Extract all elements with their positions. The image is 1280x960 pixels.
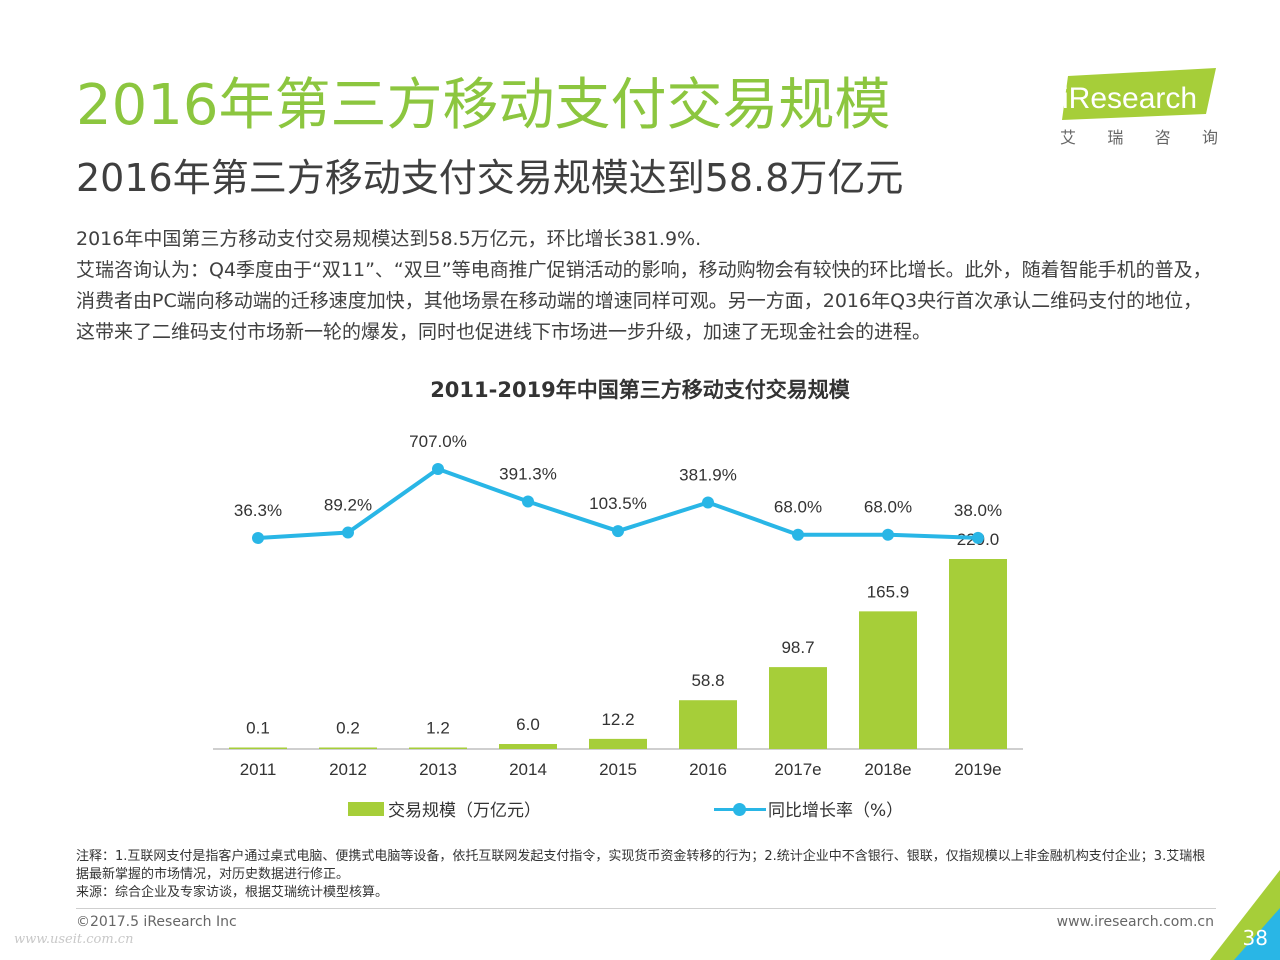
logo-text: iResearch <box>1062 82 1197 115</box>
bar-2013 <box>409 747 467 749</box>
growth-rate-point <box>522 495 534 508</box>
notes: 注释：1.互联网支付是指客户通过桌式电脑、便携式电脑等设备，依托互联网发起支付指… <box>76 848 1216 902</box>
growth-rate-label: 707.0% <box>409 432 467 451</box>
legend-bar: 交易规模（万亿元） <box>348 796 541 821</box>
logo-cn-char: 瑞 <box>1107 128 1124 147</box>
source-text: 来源：综合企业及专家访谈，根据艾瑞统计模型核算。 <box>76 885 389 900</box>
logo-cn-char: 询 <box>1201 128 1218 147</box>
x-tick-label: 2017e <box>774 760 821 779</box>
legend-line: 同比增长率（%） <box>714 796 903 821</box>
logo-cn-char: 艾 <box>1060 128 1077 147</box>
bar-2011 <box>229 747 287 749</box>
copyright: ©2017.5 iResearch Inc <box>76 914 237 930</box>
bar-2018e <box>859 611 917 749</box>
x-tick-label: 2011 <box>240 760 277 779</box>
bar-value-label: 12.2 <box>601 710 634 729</box>
legend-bar-label: 交易规模（万亿元） <box>388 801 541 821</box>
page-corner-decoration <box>1210 870 1280 960</box>
growth-rate-label: 103.5% <box>589 494 647 513</box>
growth-rate-point <box>252 532 264 544</box>
page-number: 38 <box>1242 926 1268 950</box>
bar-value-label: 0.2 <box>336 719 360 738</box>
x-tick-label: 2014 <box>509 760 547 779</box>
body-paragraph-2: 艾瑞咨询认为：Q4季度由于“双11”、“双旦”等电商推广促销活动的影响，移动购物… <box>76 259 1212 343</box>
bar-value-label: 1.2 <box>426 719 450 738</box>
growth-rate-label: 391.3% <box>499 464 557 483</box>
legend-line-label: 同比增长率（%） <box>768 801 904 821</box>
x-tick-label: 2015 <box>599 760 637 779</box>
bar-2015 <box>589 738 647 749</box>
bar-2012 <box>319 747 377 749</box>
legend-bar-swatch <box>348 801 384 816</box>
x-tick-label: 2012 <box>329 760 367 779</box>
bar-2014 <box>499 744 557 749</box>
legend-line-swatch <box>714 797 766 821</box>
growth-rate-point <box>432 463 444 475</box>
growth-rate-point <box>882 528 894 541</box>
bar-2017e <box>769 667 827 749</box>
growth-rate-point <box>702 496 714 509</box>
body-text: 2016年中国第三方移动支付交易规模达到58.5万亿元，环比增长381.9%. … <box>76 224 1216 348</box>
bar-value-label: 165.9 <box>867 582 910 601</box>
bar-value-label: 58.8 <box>691 671 724 690</box>
page-title: 2016年第三方移动支付交易规模 <box>76 73 891 138</box>
growth-rate-label: 89.2% <box>324 496 372 515</box>
bar-2016 <box>679 700 737 749</box>
chart-title: 2011-2019年中国第三方移动支付交易规模 <box>430 378 850 402</box>
growth-rate-point <box>792 528 804 541</box>
watermark: www.useit.com.cn <box>14 932 134 947</box>
growth-rate-label: 36.3% <box>234 501 282 520</box>
bar-value-label: 6.0 <box>516 715 540 734</box>
footer-divider <box>76 908 1216 909</box>
body-paragraph-1: 2016年中国第三方移动支付交易规模达到58.5万亿元，环比增长381.9%. <box>76 228 702 250</box>
x-tick-label: 2018e <box>864 760 911 779</box>
page-subtitle: 2016年第三方移动支付交易规模达到58.8万亿元 <box>76 156 904 200</box>
growth-rate-label: 68.0% <box>864 498 912 517</box>
note-text: 注释：1.互联网支付是指客户通过桌式电脑、便携式电脑等设备，依托互联网发起支付指… <box>76 849 1206 882</box>
logo-cn-char: 咨 <box>1154 128 1171 147</box>
iresearch-logo: iResearch <box>1062 68 1216 120</box>
growth-rate-point <box>972 531 984 544</box>
logo-cn-text: 艾 瑞 咨 询 <box>1060 124 1218 148</box>
website-link[interactable]: www.iresearch.com.cn <box>1056 914 1214 930</box>
bar-2019e <box>949 559 1007 749</box>
x-tick-label: 2013 <box>419 760 457 779</box>
x-tick-label: 2016 <box>689 760 727 779</box>
x-tick-label: 2019e <box>954 760 1001 779</box>
growth-rate-label: 68.0% <box>774 498 822 517</box>
growth-rate-label: 381.9% <box>679 465 737 484</box>
growth-rate-point <box>342 526 354 539</box>
growth-rate-point <box>612 525 624 538</box>
bar-value-label: 0.1 <box>246 719 270 738</box>
bar-value-label: 98.7 <box>781 638 814 657</box>
growth-rate-label: 38.0% <box>954 501 1002 520</box>
